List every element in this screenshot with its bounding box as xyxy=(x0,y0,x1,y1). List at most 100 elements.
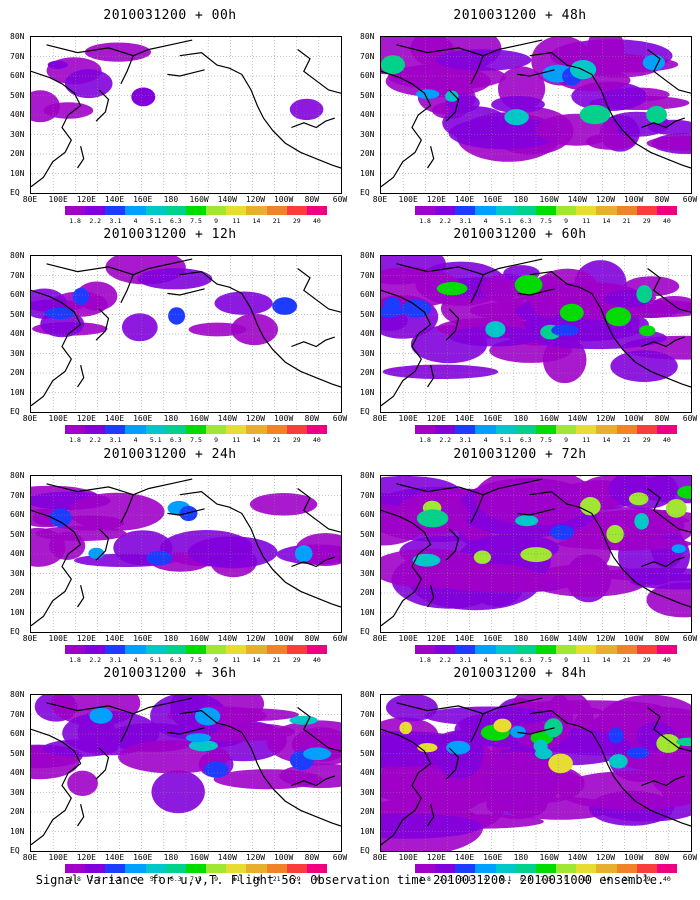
coastline xyxy=(517,727,555,735)
longitude-label: 160E xyxy=(133,634,153,643)
color-bar-segment xyxy=(556,864,577,873)
color-bar xyxy=(65,864,328,873)
color-bar-segment xyxy=(85,645,106,654)
color-bar-label: 9 xyxy=(214,217,219,225)
color-bar-segment xyxy=(415,864,436,873)
longitude-label: 180 xyxy=(513,195,529,204)
latitude-label: 10N xyxy=(360,387,375,397)
color-bar-segment xyxy=(455,206,476,215)
latitude-label: 80N xyxy=(360,471,375,480)
latitude-label: EQ xyxy=(10,188,20,197)
color-bar-label: 6.3 xyxy=(519,217,532,225)
variance-peak xyxy=(146,551,173,566)
variance-peak xyxy=(168,307,186,325)
color-bar-label: 7.5 xyxy=(540,217,552,225)
color-bar-segment xyxy=(165,425,186,434)
color-bar-segment xyxy=(85,206,106,215)
color-bar-label: 6.3 xyxy=(169,436,182,444)
color-bar-label: 11 xyxy=(582,436,591,444)
latitude-label: 70N xyxy=(10,490,25,500)
latitude-label: EQ xyxy=(360,846,370,855)
color-bar-segment xyxy=(596,425,617,434)
color-bar-label: 3.1 xyxy=(459,436,472,444)
coastline xyxy=(95,747,110,780)
variance-peak xyxy=(294,545,313,563)
panel-title: 2010031200 + 60h xyxy=(453,227,587,242)
variance-map xyxy=(30,36,342,194)
variance-region xyxy=(442,106,508,140)
coastline xyxy=(77,585,85,608)
color-bar-segment xyxy=(616,645,637,654)
variance-region xyxy=(64,69,113,99)
coastline xyxy=(427,365,435,388)
panel-title: 2010031200 + 24h xyxy=(103,447,237,462)
color-bar-label: 3.1 xyxy=(109,875,122,883)
latitude-label: 10N xyxy=(10,607,25,617)
color-bar-label: 6.3 xyxy=(519,875,532,883)
variance-peak xyxy=(485,321,506,338)
longitude-label: 80E xyxy=(372,195,388,204)
color-bar-segment xyxy=(306,864,328,873)
color-bar-label: 2.2 xyxy=(89,875,102,883)
latitude-label: 50N xyxy=(360,748,375,758)
longitude-label: 120E xyxy=(426,414,446,423)
coastline xyxy=(95,528,110,561)
longitude-label: 80W xyxy=(654,634,670,643)
longitude-label: 100E xyxy=(398,414,418,423)
color-bar-label: 6.3 xyxy=(169,656,182,664)
color-bar-label: 2.2 xyxy=(439,875,452,883)
color-bar-segment xyxy=(165,645,186,654)
longitude-label: 140W xyxy=(567,414,587,423)
color-bar-segment xyxy=(656,425,678,434)
longitude-label: 120E xyxy=(76,853,96,862)
longitude-label: 160E xyxy=(133,195,153,204)
color-bar-labels: 1.8 2.2 3.1 4 5.1 6.3 7.5 9 11 14 21 29 40 xyxy=(415,656,677,666)
latitude-label: EQ xyxy=(360,407,370,416)
forecast-panel: 2010031200 + 12h 80N 70N 60N 50N 40N 30N 20N 10N… xyxy=(10,227,350,447)
latitude-label: 70N xyxy=(10,270,25,280)
figure-caption: Signal Variance for u,v,T. Flight 56. Ob… xyxy=(35,873,665,887)
color-bar-label: 14 xyxy=(602,656,611,664)
variance-peak xyxy=(628,492,649,506)
latitude-label: 70N xyxy=(360,51,375,61)
latitude-label: 30N xyxy=(10,568,25,578)
variance-region xyxy=(188,322,247,337)
color-bar-label: 7.5 xyxy=(540,875,552,883)
longitude-label: 160E xyxy=(133,414,153,423)
variance-peak xyxy=(303,747,332,761)
variance-peak xyxy=(445,90,459,102)
color-bar-segment xyxy=(266,206,287,215)
color-bar-label: 21 xyxy=(622,436,631,444)
variance-peak xyxy=(88,547,105,559)
color-bar-label: 1.8 xyxy=(69,656,81,664)
latitude-label: 20N xyxy=(10,368,25,377)
latitude-label: 20N xyxy=(360,149,375,158)
longitude-label: 180 xyxy=(513,634,529,643)
coastline xyxy=(529,709,691,827)
latitude-label: 10N xyxy=(10,168,25,178)
color-bar-label: 4 xyxy=(483,875,488,883)
longitude-label: 140W xyxy=(217,853,237,862)
coastline xyxy=(291,775,335,787)
variance-peak xyxy=(49,508,72,527)
longitude-label: 120E xyxy=(76,634,96,643)
color-bar-label: 4 xyxy=(133,217,138,225)
coastline xyxy=(470,713,484,743)
longitude-label: 60W xyxy=(682,853,698,862)
color-bar-label: 9 xyxy=(214,656,219,664)
coastline xyxy=(31,289,82,407)
variance-peak xyxy=(656,734,681,753)
color-bar-label: 40 xyxy=(663,217,671,225)
latitude-label: 30N xyxy=(360,348,375,358)
longitude-label: 120E xyxy=(426,853,446,862)
latitude-label: 30N xyxy=(360,568,375,578)
coastline xyxy=(647,707,691,752)
longitude-label: 140W xyxy=(217,195,237,204)
color-bar-segment xyxy=(495,645,516,654)
variance-region xyxy=(610,350,678,382)
variance-region xyxy=(249,493,318,516)
color-bar-segment xyxy=(246,425,267,434)
variance-region xyxy=(425,562,456,589)
color-bar-segment xyxy=(576,864,597,873)
color-bar-segment xyxy=(85,864,106,873)
